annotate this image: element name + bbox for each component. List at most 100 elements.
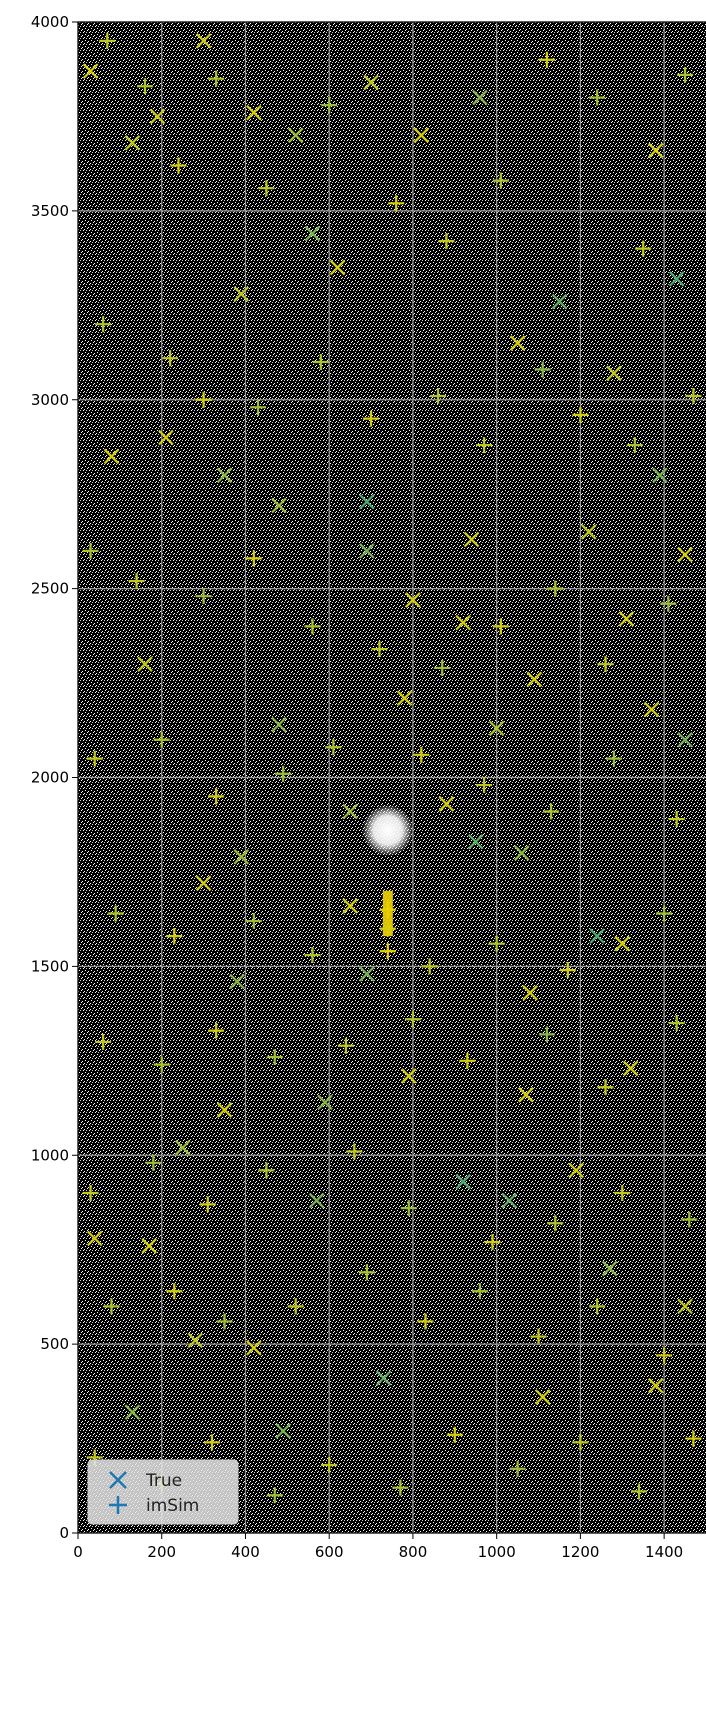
true-marker bbox=[405, 592, 421, 608]
legend-label-imsim: imSim bbox=[146, 1496, 199, 1516]
imsim-marker bbox=[312, 353, 329, 370]
true-marker bbox=[359, 966, 375, 982]
true-marker bbox=[647, 142, 664, 159]
y-tick-label: 2000 bbox=[31, 769, 69, 787]
imsim-marker bbox=[605, 750, 622, 767]
imsim-marker bbox=[321, 97, 338, 114]
imsim-marker bbox=[388, 195, 405, 212]
imsim-marker bbox=[488, 935, 505, 952]
imsim-marker bbox=[304, 618, 321, 635]
true-marker bbox=[438, 796, 455, 812]
true-marker bbox=[375, 1370, 392, 1386]
imsim-marker bbox=[492, 618, 509, 635]
imsim-marker bbox=[476, 777, 493, 794]
y-tick-label: 1500 bbox=[31, 957, 69, 975]
legend-box bbox=[87, 1459, 239, 1525]
true-marker bbox=[668, 271, 685, 287]
imsim-marker bbox=[95, 1033, 112, 1050]
y-tick-label: 1000 bbox=[31, 1146, 69, 1164]
true-marker bbox=[329, 259, 346, 276]
imsim-marker bbox=[543, 803, 560, 820]
imsim-marker bbox=[597, 656, 614, 673]
axes: 0 200 400 600 800 1000 1200 1400 0 500 1000 1500 200… bbox=[31, 13, 706, 1561]
imsim-marker bbox=[136, 78, 153, 95]
imsim-marker bbox=[446, 1426, 463, 1443]
imsim-marker bbox=[572, 1434, 589, 1451]
true-marker bbox=[174, 1139, 191, 1156]
data-series bbox=[82, 32, 702, 1504]
imsim-marker bbox=[82, 542, 99, 559]
imsim-marker bbox=[400, 1200, 417, 1217]
imsim-marker bbox=[99, 32, 116, 49]
true-marker bbox=[82, 63, 99, 79]
true-marker bbox=[522, 985, 538, 1001]
imsim-marker bbox=[656, 905, 673, 922]
true-marker bbox=[652, 467, 668, 484]
true-marker bbox=[271, 716, 287, 733]
true-marker bbox=[488, 720, 505, 737]
true-marker bbox=[149, 108, 166, 125]
true-marker bbox=[509, 335, 526, 351]
imsim-marker bbox=[337, 1037, 354, 1054]
imsim-marker bbox=[258, 1162, 275, 1179]
imsim-marker bbox=[82, 1185, 99, 1202]
imsim-marker bbox=[208, 70, 225, 87]
true-marker bbox=[472, 89, 488, 106]
true-marker bbox=[342, 898, 358, 914]
imsim-marker bbox=[530, 1328, 547, 1345]
imsim-marker bbox=[421, 958, 438, 975]
true-marker bbox=[195, 33, 212, 49]
y-tick-label: 0 bbox=[59, 1524, 69, 1542]
true-marker bbox=[158, 429, 174, 446]
true-marker bbox=[216, 1102, 233, 1118]
imsim-marker bbox=[258, 180, 275, 197]
imsim-marker bbox=[668, 1015, 685, 1032]
imsim-marker bbox=[438, 233, 455, 250]
true-marker bbox=[308, 1192, 325, 1209]
imsim-marker bbox=[216, 1313, 233, 1330]
true-marker bbox=[606, 365, 622, 382]
imsim-marker bbox=[572, 406, 589, 423]
imsim-marker bbox=[363, 410, 380, 427]
true-marker bbox=[455, 614, 471, 631]
imsim-marker bbox=[162, 350, 179, 367]
imsim-marker bbox=[404, 1011, 421, 1028]
imsim-marker bbox=[430, 387, 447, 404]
imsim-marker bbox=[509, 1460, 526, 1477]
x-tick-label: 1200 bbox=[561, 1543, 599, 1561]
y-tick-label: 2500 bbox=[31, 580, 69, 598]
imsim-marker bbox=[166, 1283, 183, 1300]
true-marker bbox=[124, 135, 141, 151]
series-imsim bbox=[82, 32, 702, 1504]
true-marker bbox=[643, 701, 660, 718]
x-tick-label: 800 bbox=[399, 1543, 428, 1561]
true-marker bbox=[233, 286, 250, 302]
imsim-marker bbox=[304, 947, 321, 964]
true-marker bbox=[137, 656, 153, 672]
imsim-marker bbox=[107, 905, 124, 922]
imsim-marker bbox=[379, 901, 396, 918]
imsim-marker bbox=[95, 316, 112, 333]
imsim-marker bbox=[245, 550, 262, 567]
imsim-marker bbox=[208, 788, 225, 805]
imsim-marker bbox=[484, 1234, 501, 1251]
imsim-marker bbox=[538, 51, 555, 68]
true-marker bbox=[400, 1068, 417, 1084]
x-tick-label: 400 bbox=[231, 1543, 260, 1561]
imsim-marker bbox=[476, 437, 493, 454]
y-tick-label: 500 bbox=[40, 1335, 69, 1353]
true-marker bbox=[677, 1298, 693, 1315]
true-marker bbox=[363, 74, 379, 91]
true-marker bbox=[526, 671, 543, 688]
imsim-marker bbox=[631, 1483, 648, 1500]
imsim-marker bbox=[492, 172, 509, 189]
imsim-marker bbox=[668, 811, 685, 828]
imsim-marker bbox=[86, 750, 103, 767]
imsim-marker bbox=[589, 1298, 606, 1315]
imsim-marker bbox=[589, 89, 606, 106]
true-marker bbox=[647, 1377, 664, 1394]
true-marker bbox=[187, 1332, 204, 1349]
imsim-marker bbox=[538, 1026, 555, 1043]
imsim-marker bbox=[681, 1211, 698, 1228]
